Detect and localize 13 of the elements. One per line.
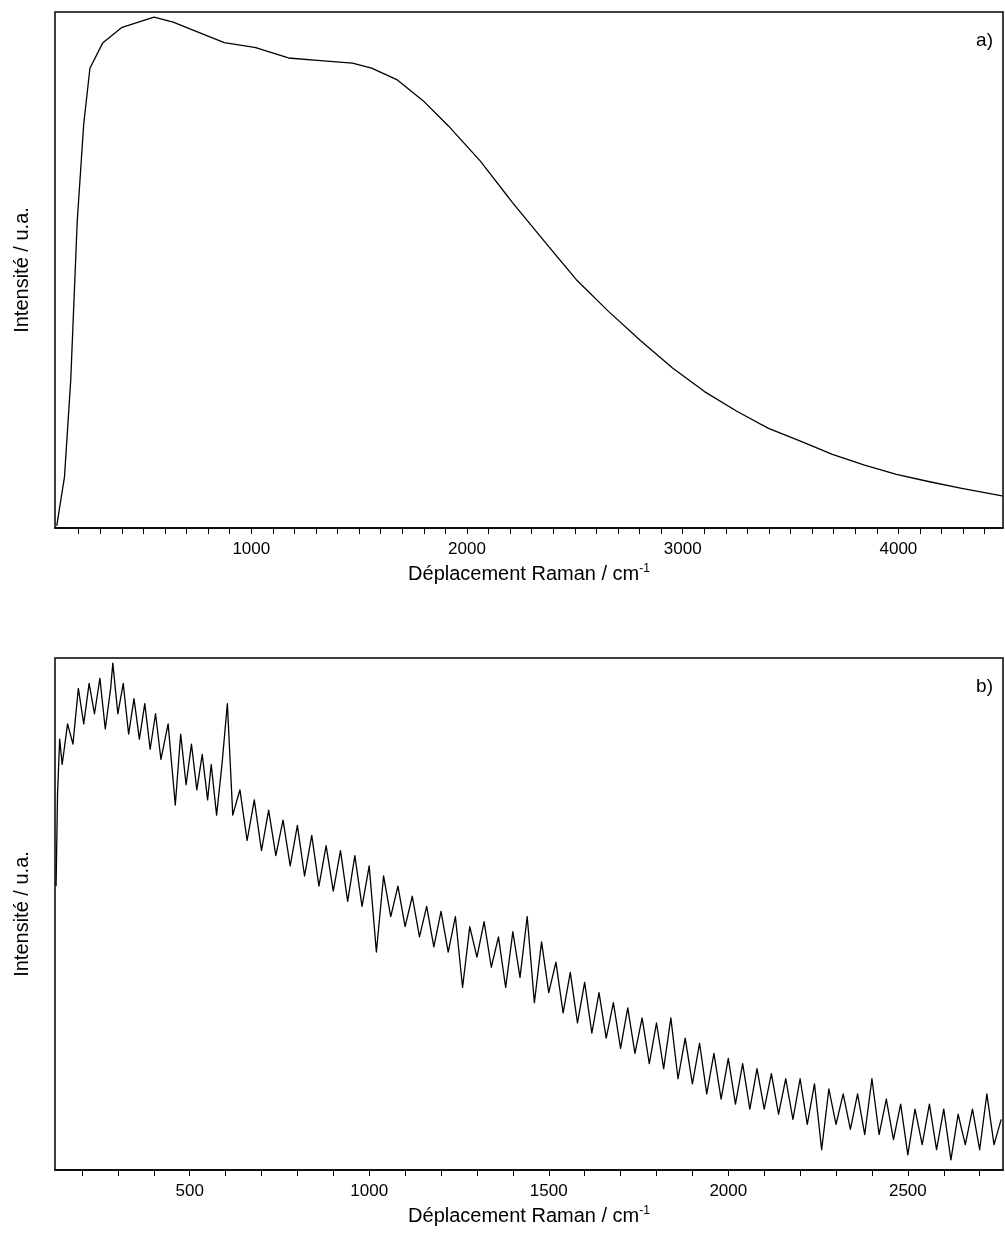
x-tick-label: 1000	[350, 1181, 389, 1200]
annotation: a)	[976, 29, 994, 50]
y-axis-title: Intensité / u.a.	[10, 851, 34, 977]
x-tick-label: 4000	[879, 539, 918, 558]
y-axis-title: Intensité / u.a.	[10, 207, 34, 333]
x-tick-label: 1000	[232, 539, 271, 558]
x-tick-label: 1500	[529, 1181, 568, 1200]
x-tick-label: 2000	[709, 1181, 748, 1200]
x-tick-label: 3000	[663, 539, 702, 558]
annotation: b)	[976, 675, 994, 696]
x-tick-label: 2500	[888, 1181, 927, 1200]
x-tick-label: 500	[175, 1181, 204, 1200]
x-tick-label: 2000	[448, 539, 486, 558]
